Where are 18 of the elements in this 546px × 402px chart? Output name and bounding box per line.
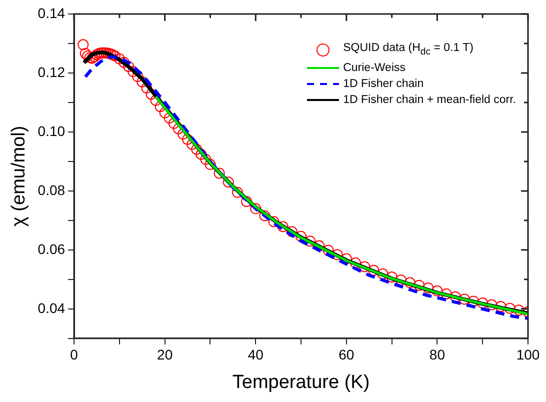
x-tick-label: 60 (338, 346, 354, 363)
y-tick-label: 0.14 (38, 4, 66, 21)
legend-label: 1D Fisher chain (343, 77, 424, 92)
y-tick-label: 0.10 (38, 122, 66, 139)
x-tick-label: 40 (248, 346, 264, 363)
x-tick-label: 0 (70, 346, 78, 363)
y-axis-title: χ (emu/mol) (8, 126, 30, 227)
x-tick-label: 80 (429, 346, 446, 363)
y-tick-label: 0.08 (38, 182, 66, 198)
y-tick-label: 0.04 (38, 300, 66, 316)
y-tick-label: 0.12 (38, 64, 66, 80)
y-tick-label: 0.06 (38, 240, 66, 257)
legend-label: Curie-Weiss (343, 61, 406, 76)
x-axis-title: Temperature (K) (232, 372, 370, 393)
x-tick-label: 100 (516, 346, 540, 363)
x-tick-label: 20 (157, 346, 173, 363)
legend-label: SQUID data (H$_{dc}$ = 0.1 T) (343, 41, 474, 60)
legend-label: 1D Fisher chain + mean-field corr. (343, 93, 516, 108)
